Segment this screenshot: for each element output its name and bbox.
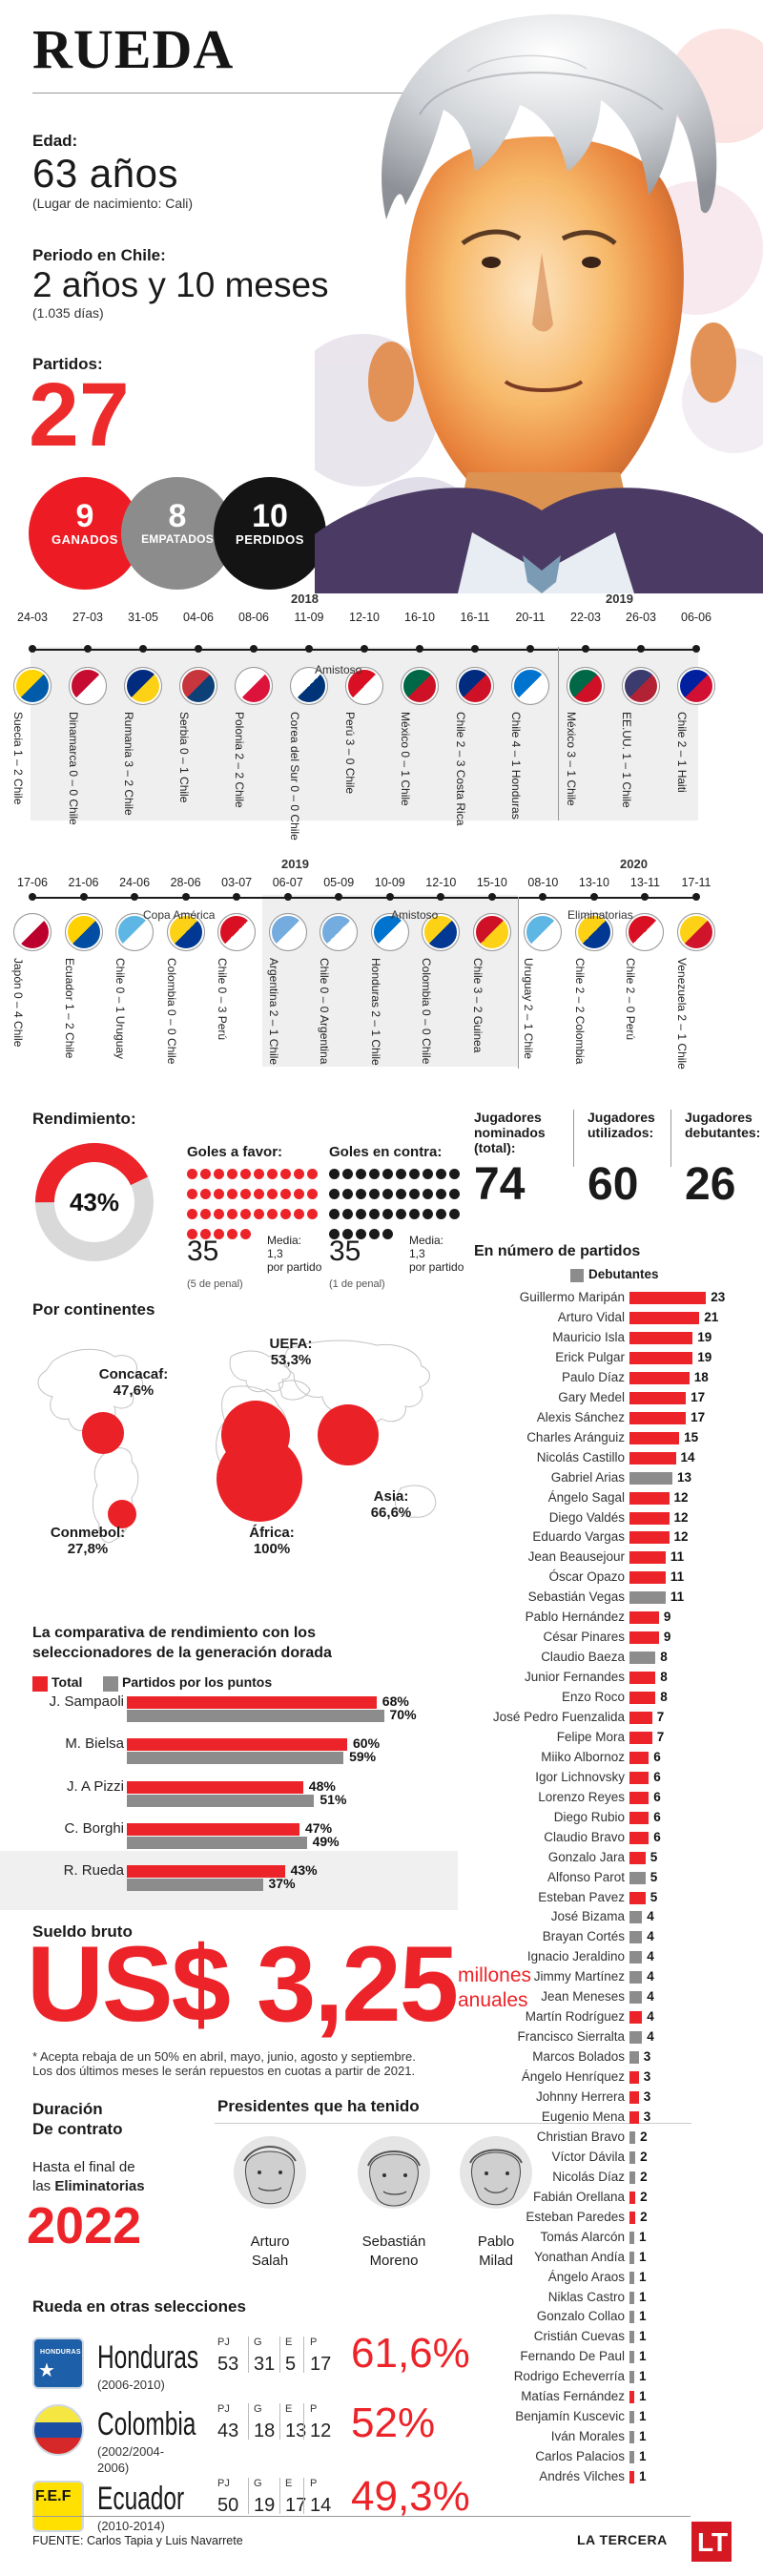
svg-text:43%: 43%	[70, 1188, 119, 1216]
svg-text:LT: LT	[697, 2527, 728, 2557]
